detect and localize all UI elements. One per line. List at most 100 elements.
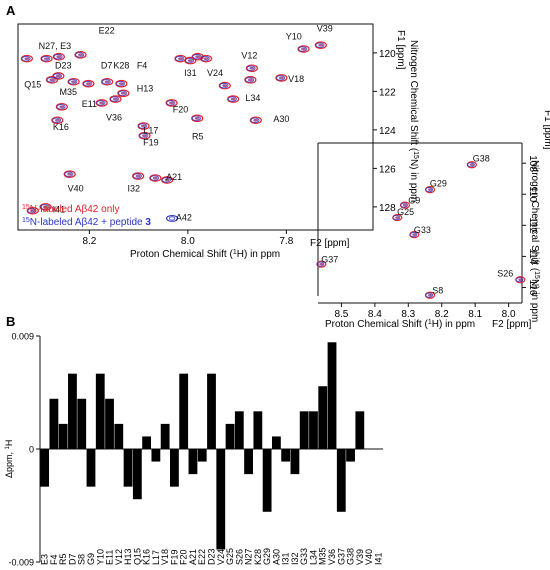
peak-center <box>164 178 170 182</box>
bar-g37 <box>336 449 346 512</box>
x-tick-label-v24: V24 <box>216 549 226 565</box>
peak-2 <box>392 213 403 222</box>
bar-m35 <box>318 386 328 449</box>
peak-label-f19: F19 <box>143 137 159 147</box>
bar-chart-x-labels: E3 F4 R5 D7 S8 G9 Y10 E11 V12 H13 Q15 K16 L17 V18 F19 F… <box>40 547 384 565</box>
x-tick-label-e11: E11 <box>105 550 115 565</box>
x-tick-label-d7: D7 <box>67 553 77 565</box>
peak-label-q15: Q15 <box>24 80 41 90</box>
x-tick-label: 8.0 <box>181 236 195 247</box>
hsqc-main-frame <box>17 23 374 231</box>
peak-22 <box>275 74 288 82</box>
bar-chart-y-ticks: 0.009 0 -0.009 <box>8 332 40 568</box>
peak-center <box>301 47 307 51</box>
hsqc-inset-y-unit-label: F1 [ppm] <box>542 110 550 150</box>
legend-entry-abeta-only: 15N-labeled Aβ42 only <box>22 204 120 216</box>
peak-label-a21: A21 <box>166 172 182 182</box>
panel-b-label: B <box>6 314 15 329</box>
peak-label-i32: I32 <box>127 183 140 193</box>
bar-d23 <box>207 373 216 449</box>
x-tick-label-d23: D23 <box>207 548 217 565</box>
bar-n27 <box>244 449 253 475</box>
bar-v18 <box>160 423 170 449</box>
legend-entry-abeta-plus-peptide: 15N-labeled Aβ42 + peptide 3 <box>22 217 151 229</box>
peak-6 <box>67 77 80 86</box>
peak-center <box>49 78 55 82</box>
panel-a-label: A <box>6 3 16 18</box>
bar-i31 <box>281 449 291 462</box>
bar-k16 <box>142 436 152 449</box>
bar-h13 <box>123 449 133 487</box>
peak-30 <box>249 116 262 125</box>
peak-contour <box>166 215 179 222</box>
peak-5 <box>316 260 327 268</box>
peak-center <box>203 57 209 61</box>
x-tick-label-a30: A30 <box>271 549 281 565</box>
peak-contour-blue <box>166 100 176 106</box>
peak-contour-blue <box>41 55 51 62</box>
peak-contour-blue <box>40 204 50 210</box>
x-tick-label-n27: N27 <box>244 548 254 565</box>
peak-label-s26: S26 <box>497 269 513 279</box>
bar-l34 <box>309 411 318 449</box>
peak-center <box>428 188 433 191</box>
x-tick-label-v12: V12 <box>114 549 124 565</box>
peak-contour-red <box>101 77 114 86</box>
peak-center <box>56 55 62 59</box>
peak-contour-blue <box>191 115 201 122</box>
peak-center <box>120 91 126 95</box>
peak-contour-blue <box>68 79 78 85</box>
peak-label-g33: G33 <box>414 225 431 235</box>
peak-label-v36: V36 <box>106 112 122 122</box>
delta-ppm-bar-chart: 0.009 0 -0.009 E3 F4 R5 D7 S8 G9 Y10 E11 V12 H13 Q15… <box>4 332 383 568</box>
x-tick-label-i32: I32 <box>290 552 300 565</box>
peak-0 <box>466 161 477 169</box>
peak-contour-blue <box>56 104 66 110</box>
hsqc-inset-x-ticks: 8.5 8.4 8.3 8.2 8.1 8.0 <box>334 303 516 320</box>
peak-label-v24: V24 <box>207 68 223 78</box>
x-tick-label: 7.8 <box>279 236 293 247</box>
peak-36 <box>26 206 39 215</box>
peak-label-g37: G37 <box>321 255 338 265</box>
x-tick-label-v36: V36 <box>327 549 337 565</box>
peak-label-v18: V18 <box>288 74 304 84</box>
peak-center <box>319 262 324 266</box>
x-tick-label-h13: H13 <box>123 548 133 565</box>
y-tick-label: 128 <box>379 203 396 214</box>
y-tick-label: 0 <box>29 445 34 455</box>
peak-contour-blue <box>409 232 418 238</box>
bar-d7 <box>68 373 77 449</box>
y-tick-label: 116 <box>527 279 538 295</box>
peak-contour-blue <box>400 202 408 208</box>
peak-center <box>85 82 91 86</box>
y-tick-label: 122 <box>379 87 396 98</box>
peak-label-k16: K16 <box>53 122 69 132</box>
peak-label-s8: S8 <box>432 286 443 296</box>
x-tick-label-g9: G9 <box>86 553 96 565</box>
y-tick-label: 110 <box>527 186 538 202</box>
peak-25 <box>165 99 178 107</box>
bar-r5 <box>58 423 68 449</box>
peak-label-k28: K28 <box>113 60 129 70</box>
x-tick-label-v18: V18 <box>160 549 170 565</box>
peak-label-v39: V39 <box>317 24 333 34</box>
peak-contour-red <box>199 54 213 63</box>
peak-center <box>118 82 124 86</box>
peak-contour-blue <box>52 117 62 123</box>
peak-contour-blue <box>96 100 106 106</box>
peak-contour-blue <box>116 80 126 87</box>
peak-contour-blue <box>101 79 111 85</box>
peak-center <box>249 66 255 70</box>
peak-center <box>278 76 284 80</box>
hsqc-inset-x-axis-title: Proton Chemical Shift (1H) in ppm <box>325 319 475 331</box>
x-tick-label: 8.1 <box>468 309 482 320</box>
peak-8 <box>101 77 114 86</box>
peak-3 <box>74 51 87 59</box>
peak-contour-red <box>55 102 68 111</box>
peak-19 <box>218 81 231 90</box>
bar-a30 <box>271 436 281 449</box>
peak-28 <box>138 131 151 140</box>
peak-contour-blue <box>53 54 63 60</box>
x-tick-label-s26: S26 <box>234 549 244 565</box>
